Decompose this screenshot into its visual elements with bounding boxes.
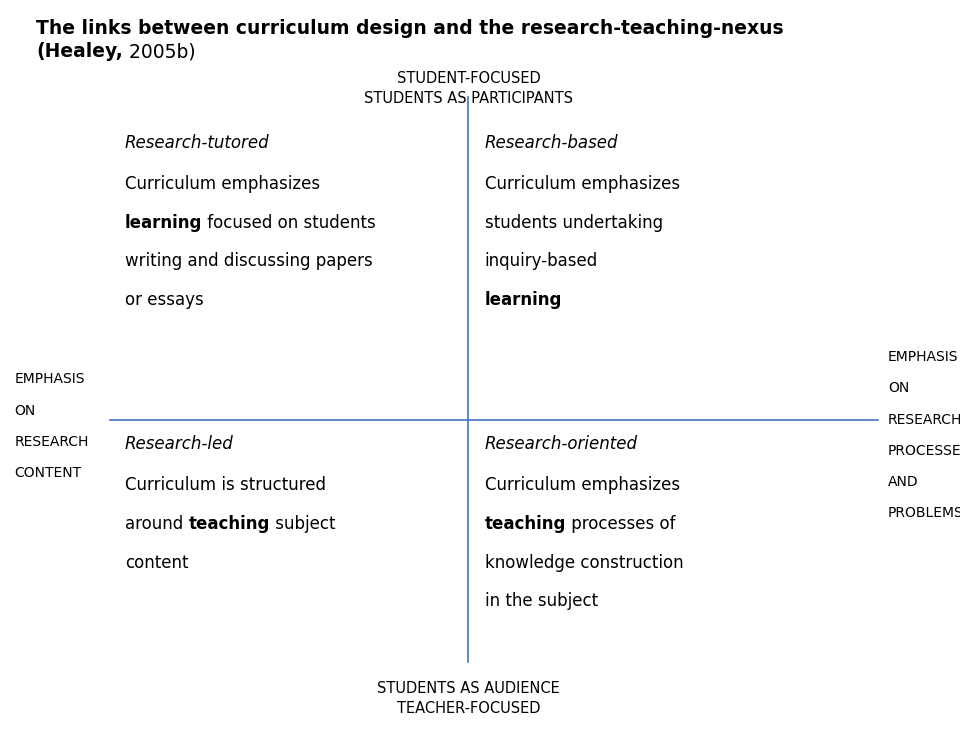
Text: (Healey,: (Healey, [36,42,123,62]
Text: Curriculum is structured: Curriculum is structured [125,476,325,494]
Text: STUDENT-FOCUSED: STUDENT-FOCUSED [396,71,540,86]
Text: teaching: teaching [485,515,566,533]
Text: RESEARCH: RESEARCH [14,435,88,449]
Text: CONTENT: CONTENT [14,466,82,480]
Text: STUDENTS AS PARTICIPANTS: STUDENTS AS PARTICIPANTS [364,91,573,106]
Text: EMPHASIS: EMPHASIS [888,350,958,364]
Text: Research-led: Research-led [125,435,233,453]
Text: learning: learning [125,214,203,231]
Text: learning: learning [485,291,563,309]
Text: Curriculum emphasizes: Curriculum emphasizes [485,175,680,193]
Text: EMPHASIS: EMPHASIS [14,373,84,386]
Text: students undertaking: students undertaking [485,214,663,231]
Text: Curriculum emphasizes: Curriculum emphasizes [125,175,320,193]
Text: content: content [125,554,188,571]
Text: The links between curriculum design and the research-teaching-nexus: The links between curriculum design and … [36,19,784,38]
Text: processes of: processes of [566,515,676,533]
Text: around: around [125,515,188,533]
Text: focused on students: focused on students [203,214,376,231]
Text: AND: AND [888,475,919,489]
Text: Research-tutored: Research-tutored [125,134,270,152]
Text: STUDENTS AS AUDIENCE: STUDENTS AS AUDIENCE [377,681,560,696]
Text: Curriculum emphasizes: Curriculum emphasizes [485,476,680,494]
Text: Research-based: Research-based [485,134,618,152]
Text: ON: ON [14,404,36,417]
Text: Research-oriented: Research-oriented [485,435,637,453]
Text: 2005b): 2005b) [123,42,196,62]
Text: inquiry-based: inquiry-based [485,252,598,270]
Text: PROBLEMS: PROBLEMS [888,507,960,520]
Text: PROCESSES: PROCESSES [888,444,960,458]
Text: in the subject: in the subject [485,592,598,610]
Text: or essays: or essays [125,291,204,309]
Text: ON: ON [888,382,909,395]
Text: writing and discussing papers: writing and discussing papers [125,252,372,270]
Text: teaching: teaching [188,515,270,533]
Text: RESEARCH: RESEARCH [888,413,960,426]
Text: subject: subject [270,515,335,533]
Text: TEACHER-FOCUSED: TEACHER-FOCUSED [396,701,540,716]
Text: knowledge construction: knowledge construction [485,554,684,571]
